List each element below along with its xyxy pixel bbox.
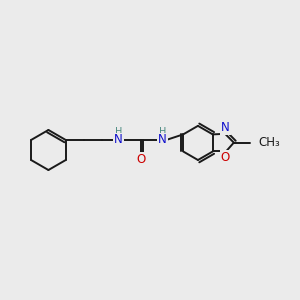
Text: H: H	[159, 127, 166, 137]
Text: N: N	[158, 134, 167, 146]
Text: N: N	[114, 134, 123, 146]
Text: H: H	[115, 127, 122, 137]
Text: O: O	[136, 153, 145, 166]
Text: O: O	[221, 151, 230, 164]
Text: N: N	[221, 122, 230, 134]
Text: CH₃: CH₃	[258, 136, 280, 149]
